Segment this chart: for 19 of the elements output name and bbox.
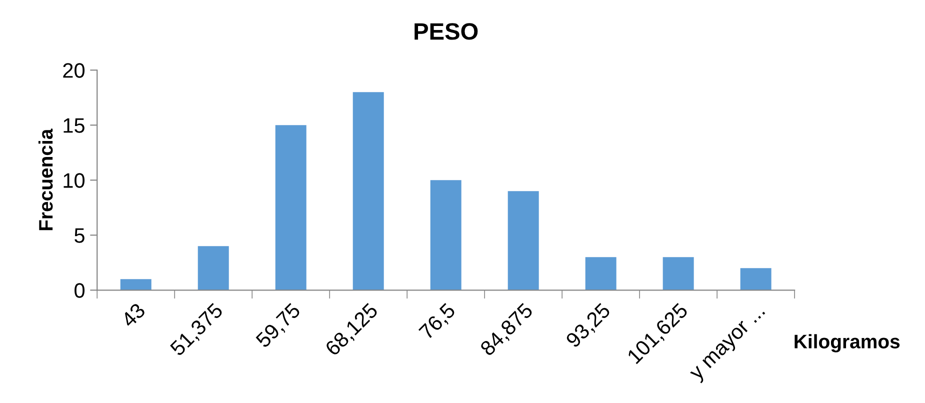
y-tick-label: 10 [64,173,85,188]
x-axis-title: Kilogramos [794,334,900,352]
bar [120,279,152,290]
y-tick-label: 5 [74,228,84,243]
y-tick-label: 15 [64,118,84,133]
y-tick-label: 20 [63,63,85,78]
y-axis-title: Frecuencia [38,128,53,230]
bar [585,257,616,290]
bar [508,191,539,290]
x-tick-label: 76,5 [418,302,458,342]
chart-title: PESO [414,23,478,40]
bar [198,246,229,290]
bar [430,180,462,290]
bar [275,125,306,290]
bar [662,257,694,290]
y-tick-label: 0 [74,283,85,298]
bar [352,92,384,290]
x-tick-label: 43 [120,302,146,328]
bar [740,268,772,290]
